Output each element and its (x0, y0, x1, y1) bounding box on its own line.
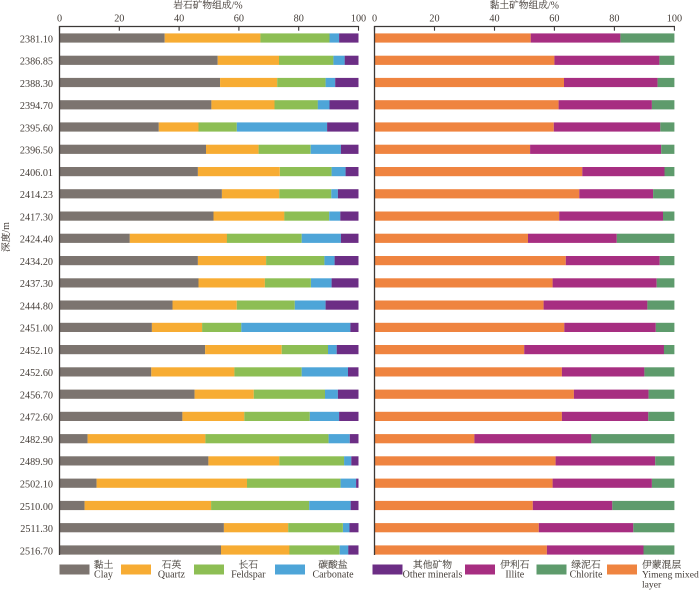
svg-text:/%: /% (232, 0, 243, 11)
svg-text:2489.90: 2489.90 (20, 457, 53, 468)
svg-text:Yimeng mixed: Yimeng mixed (642, 570, 699, 581)
svg-text:2406.01: 2406.01 (20, 168, 53, 179)
svg-text:layer: layer (642, 580, 662, 591)
svg-text:Chlorite: Chlorite (570, 570, 603, 581)
svg-text:20: 20 (114, 14, 124, 25)
svg-text:2511.30: 2511.30 (20, 524, 53, 535)
svg-text:80: 80 (609, 14, 619, 25)
svg-text:60: 60 (549, 14, 559, 25)
svg-text:2414.23: 2414.23 (20, 190, 53, 201)
svg-text:2394.70: 2394.70 (20, 101, 53, 112)
svg-text:40: 40 (174, 14, 184, 25)
svg-text:2452.10: 2452.10 (20, 346, 53, 357)
svg-text:0: 0 (57, 14, 62, 25)
svg-text:2516.70: 2516.70 (20, 546, 53, 557)
svg-text:2452.60: 2452.60 (20, 368, 53, 379)
svg-text:20: 20 (429, 14, 439, 25)
svg-text:40: 40 (489, 14, 499, 25)
svg-text:2451.00: 2451.00 (20, 324, 53, 335)
svg-text:/%: /% (548, 0, 559, 11)
svg-text:Clay: Clay (94, 570, 113, 581)
svg-text:2456.70: 2456.70 (20, 391, 53, 402)
svg-text:100: 100 (667, 14, 682, 25)
svg-text:60: 60 (234, 14, 244, 25)
svg-text:2482.90: 2482.90 (20, 435, 53, 446)
svg-text:2381.10: 2381.10 (20, 34, 53, 45)
svg-text:2388.30: 2388.30 (20, 79, 53, 90)
svg-text:2396.50: 2396.50 (20, 146, 53, 157)
svg-text:2434.20: 2434.20 (20, 257, 53, 268)
svg-text:2417.30: 2417.30 (20, 212, 53, 223)
svg-text:2510.00: 2510.00 (20, 502, 53, 513)
svg-text:2424.40: 2424.40 (20, 235, 53, 246)
svg-text:80: 80 (294, 14, 304, 25)
svg-text:Quartz: Quartz (158, 570, 186, 581)
svg-text:0: 0 (372, 14, 377, 25)
svg-text:2395.60: 2395.60 (20, 123, 53, 134)
svg-text:2472.60: 2472.60 (20, 413, 53, 424)
svg-text:100: 100 (351, 14, 366, 25)
svg-text:2502.10: 2502.10 (20, 480, 53, 491)
svg-text:Illite: Illite (505, 570, 524, 581)
svg-text:2444.80: 2444.80 (20, 301, 53, 312)
svg-text:Feldspar: Feldspar (231, 570, 266, 581)
svg-text:2386.85: 2386.85 (20, 57, 53, 68)
svg-text:/m: /m (1, 222, 12, 233)
svg-text:Other minerals: Other minerals (403, 570, 463, 581)
svg-text:Carbonate: Carbonate (312, 570, 354, 581)
svg-text:2437.30: 2437.30 (20, 279, 53, 290)
